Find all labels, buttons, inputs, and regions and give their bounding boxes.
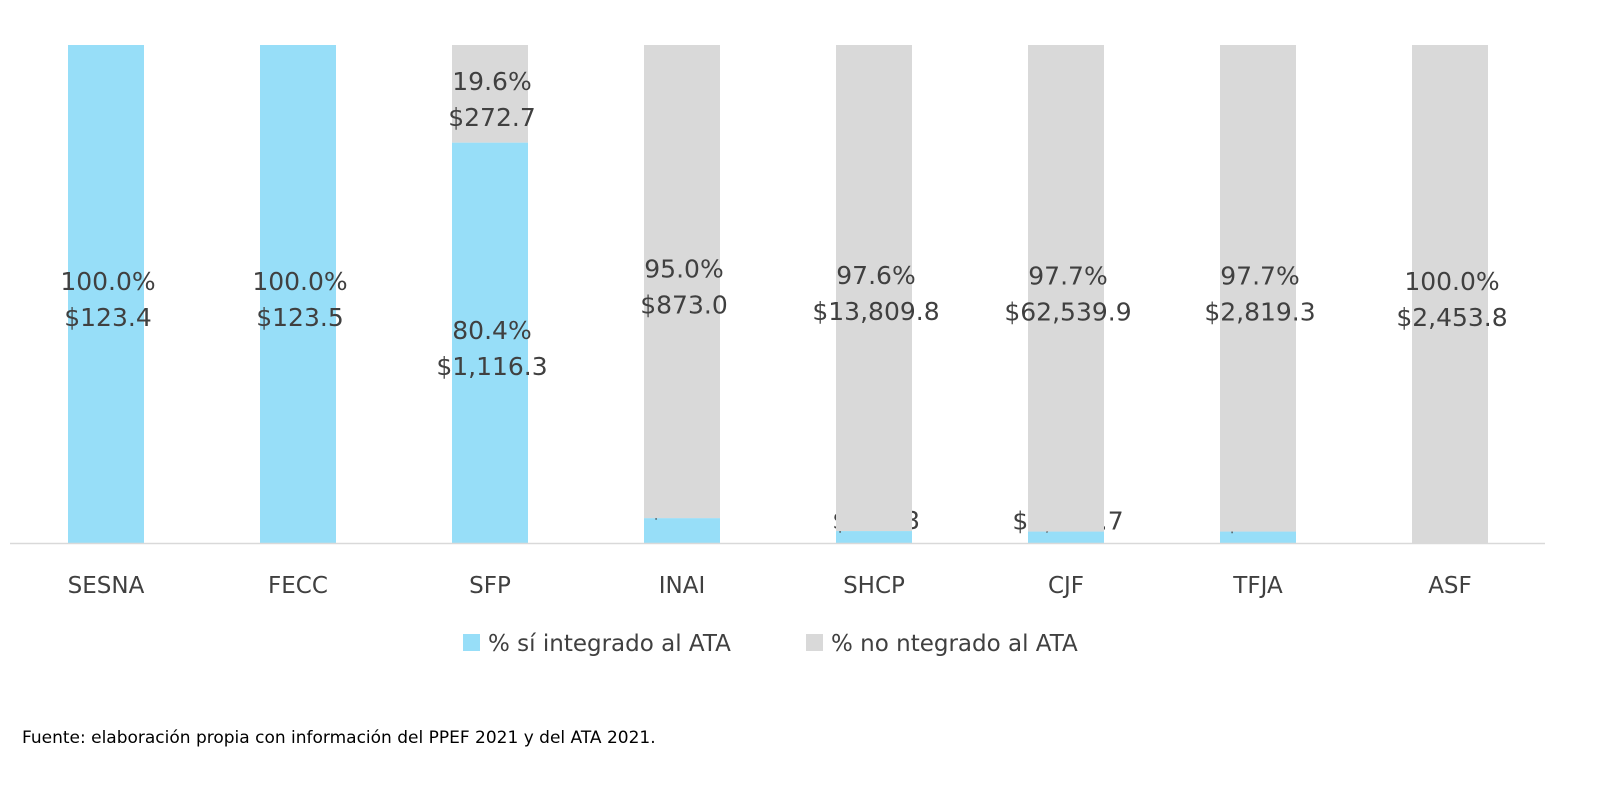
data-label: 100.0% $2,453.8: [1396, 267, 1507, 332]
data-label: 100.0% $123.5: [252, 267, 347, 332]
bar-segment-asf-1: [1412, 45, 1488, 543]
bar-segment-inai-0: [644, 518, 720, 543]
bar-segment-cjf-1: [1028, 45, 1104, 532]
category-label: INAI: [659, 573, 706, 599]
data-label: 19.6% $272.7: [448, 67, 535, 132]
bar-segment-sesna-0: [68, 45, 144, 543]
legend-label: % sí integrado al ATA: [488, 631, 731, 657]
legend-swatch: [806, 634, 823, 651]
legend-swatch: [463, 634, 480, 651]
source-note: Fuente: elaboración propia con informaci…: [22, 728, 656, 748]
data-label: 95.0% $873.0: [640, 255, 727, 320]
category-label: ASF: [1428, 573, 1472, 599]
category-label: CJF: [1048, 573, 1084, 599]
data-label: 100.0% $123.4: [60, 267, 155, 332]
legend-label: % no ntegrado al ATA: [831, 631, 1078, 657]
stacked-bar-chart: 100.0% $123.4 SESNA 100.0% $123.5 FECC 80.4% $1…: [10, 45, 1545, 657]
bar-segment-sfp-1: [452, 45, 528, 143]
category-label: TFJA: [1232, 573, 1283, 599]
bar-segment-tfja-0: [1220, 531, 1296, 543]
data-label: 97.6% $13,809.8: [812, 261, 939, 326]
data-label: 97.7% $2,819.3: [1204, 261, 1315, 326]
data-label: 80.4% $1,116.3: [436, 316, 547, 381]
bar-segment-inai-1: [644, 45, 720, 519]
category-label: FECC: [268, 573, 328, 599]
bar-segment-cjf-0: [1028, 531, 1104, 543]
category-label: SESNA: [68, 573, 145, 599]
bar-segment-tfja-1: [1220, 45, 1296, 532]
bar-segment-fecc-0: [260, 45, 336, 543]
bar-segment-shcp-1: [836, 45, 912, 532]
category-label: SHCP: [843, 573, 905, 599]
bar-segment-shcp-0: [836, 531, 912, 543]
data-label: 97.7% $62,539.9: [1004, 261, 1131, 326]
category-label: SFP: [469, 573, 511, 599]
bar-segment-sfp-0: [452, 142, 528, 543]
